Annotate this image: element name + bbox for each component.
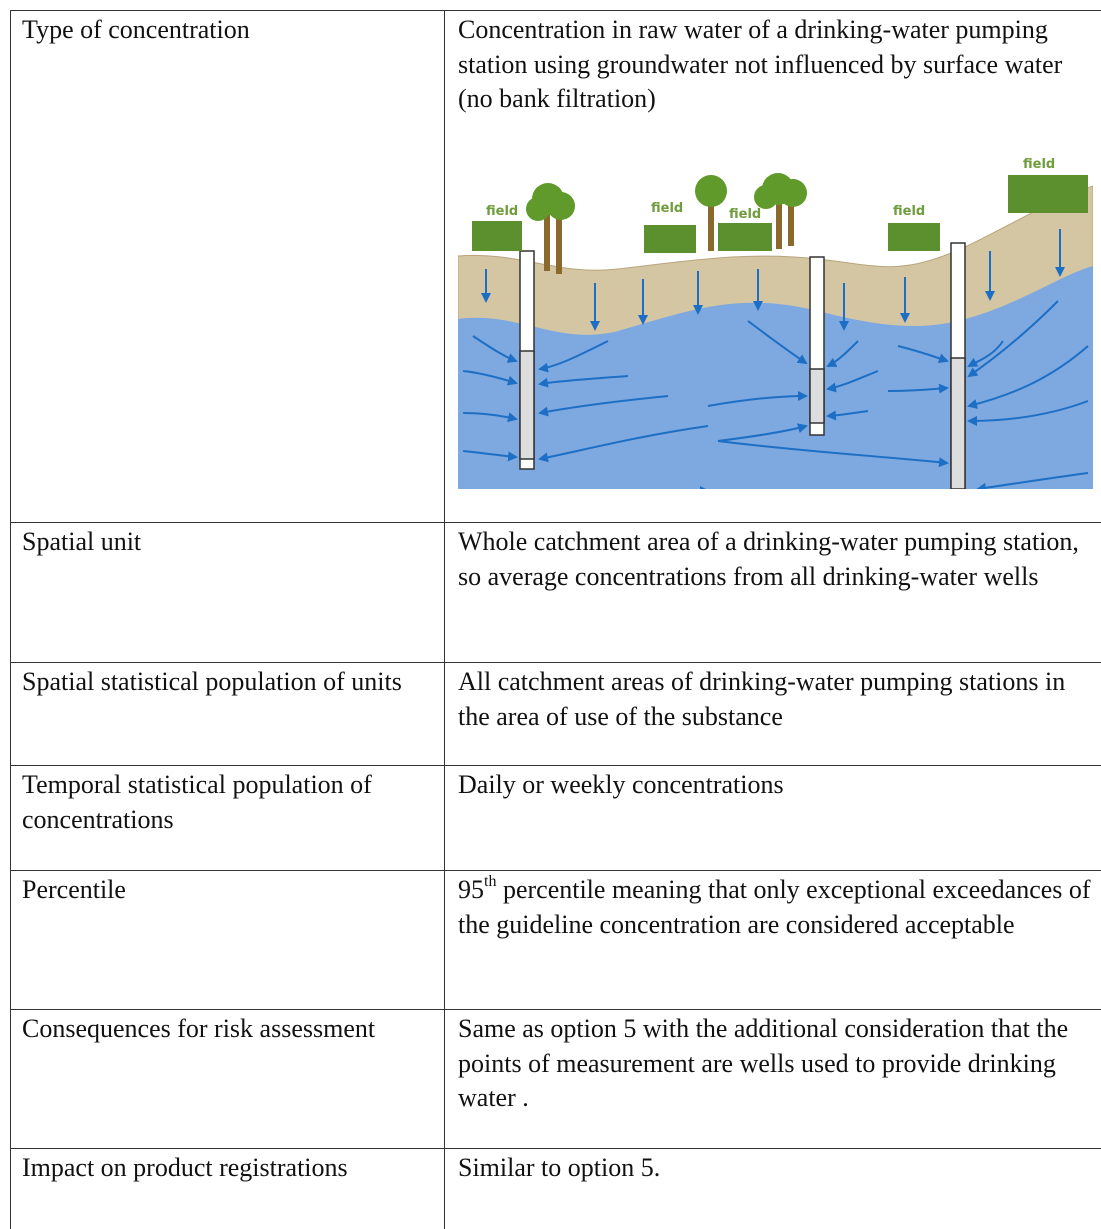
field-label: field bbox=[651, 201, 683, 216]
cell-text: Impact on product registrations bbox=[22, 1153, 348, 1182]
table-row: Percentile 95th percentile meaning that … bbox=[11, 871, 1101, 1010]
row-label: Impact on product registrations bbox=[11, 1149, 445, 1229]
cell-text: percentile meaning that only exceptional… bbox=[458, 875, 1091, 939]
groundwater-illustration: field field field field field bbox=[458, 151, 1093, 489]
row-value: Daily or weekly concentrations bbox=[445, 766, 1101, 871]
row-value: 95th percentile meaning that only except… bbox=[445, 871, 1101, 1010]
field-label: field bbox=[729, 207, 761, 222]
cell-text: Spatial statistical population of units bbox=[22, 667, 402, 696]
row-value: Whole catchment area of a drinking-water… bbox=[445, 523, 1101, 663]
cell-text: 95 bbox=[458, 875, 484, 904]
cell-text: Similar to option 5. bbox=[458, 1153, 660, 1182]
cell-text: All catchment areas of drinking-water pu… bbox=[458, 667, 1065, 731]
table-row: Impact on product registrations Similar … bbox=[11, 1149, 1101, 1229]
cell-text: Temporal statistical population of conce… bbox=[22, 770, 372, 834]
row-label: Type of concentration bbox=[11, 11, 445, 523]
table-row: Consequences for risk assessment Same as… bbox=[11, 1010, 1101, 1149]
row-value: Concentration in raw water of a drinking… bbox=[445, 11, 1101, 523]
option-table: Type of concentration Concentration in r… bbox=[10, 10, 1101, 1229]
cell-text: Consequences for risk assessment bbox=[22, 1014, 375, 1043]
row-label: Temporal statistical population of conce… bbox=[11, 766, 445, 871]
cell-text: Concentration in raw water of a drinking… bbox=[458, 15, 1062, 113]
cell-text: Same as option 5 with the additional con… bbox=[458, 1014, 1068, 1112]
table-row: Temporal statistical population of conce… bbox=[11, 766, 1101, 871]
row-label: Consequences for risk assessment bbox=[11, 1010, 445, 1149]
cell-text: Percentile bbox=[22, 875, 126, 904]
cell-text: Type of concentration bbox=[22, 15, 250, 44]
table-row: Spatial statistical population of units … bbox=[11, 663, 1101, 766]
cell-text: Spatial unit bbox=[22, 527, 141, 556]
cell-text: Whole catchment area of a drinking-water… bbox=[458, 527, 1079, 591]
table-row: Type of concentration Concentration in r… bbox=[11, 11, 1101, 523]
field-label: field bbox=[893, 204, 925, 219]
cell-text: Daily or weekly concentrations bbox=[458, 770, 784, 799]
superscript: th bbox=[484, 873, 496, 890]
row-value: All catchment areas of drinking-water pu… bbox=[445, 663, 1101, 766]
field-label: field bbox=[486, 204, 518, 219]
row-value: Same as option 5 with the additional con… bbox=[445, 1010, 1101, 1149]
table-row: Spatial unit Whole catchment area of a d… bbox=[11, 523, 1101, 663]
row-label: Percentile bbox=[11, 871, 445, 1010]
row-label: Spatial unit bbox=[11, 523, 445, 663]
field-label: field bbox=[1023, 157, 1055, 172]
row-label: Spatial statistical population of units bbox=[11, 663, 445, 766]
row-value: Similar to option 5. bbox=[445, 1149, 1101, 1229]
